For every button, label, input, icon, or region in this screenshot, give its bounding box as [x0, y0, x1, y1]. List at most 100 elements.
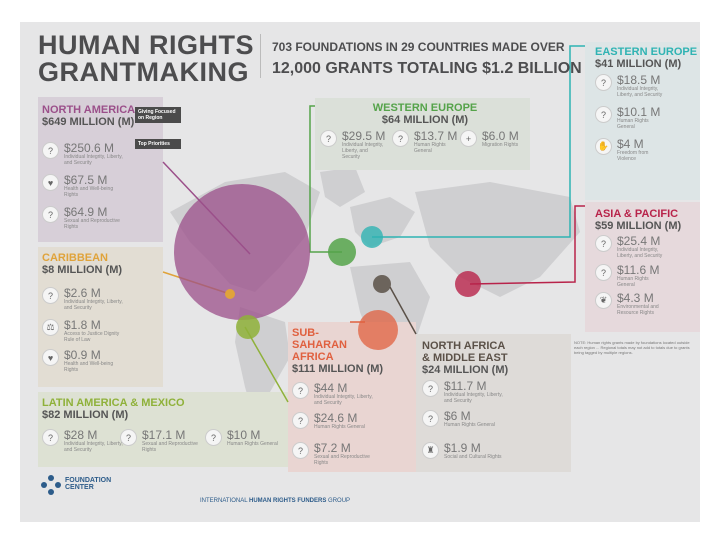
- we-item-1: ? $29.5 M Individual Integrity, Liberty, a…: [320, 130, 387, 160]
- item-amount: $25.4 M: [617, 234, 661, 248]
- item-amount: $13.7 M: [414, 129, 458, 143]
- line-latin-america: [244, 326, 289, 403]
- infographic-canvas: HUMAN RIGHTS GRANTMAKING 703 FOUNDATIONS…: [20, 22, 700, 522]
- ssa-item-2: ? $24.6 M Human Rights General: [292, 412, 374, 430]
- headline-line2: 12,000 GRANTS TOTALING $1.2 BILLION: [272, 60, 582, 77]
- item-label: Health and Well-being Rights: [64, 361, 114, 373]
- panel-caribbean: [38, 247, 163, 387]
- bubble-eastern-europe: [361, 226, 383, 248]
- line-eastern-europe: [372, 45, 585, 238]
- region-name-line1: NORTH AFRICA: [422, 340, 506, 352]
- question-icon: ?: [205, 429, 222, 446]
- region-name: WESTERN EUROPE: [372, 102, 478, 114]
- item-amount: $17.1 M: [142, 428, 186, 442]
- item-label: Individual Integrity, Liberty, and Secur…: [314, 394, 373, 406]
- item-label: Health and Well-being Rights: [64, 186, 114, 198]
- region-latin-america: LATIN AMERICA & MEXICO $82 MILLION (M): [42, 397, 185, 422]
- question-icon: ?: [595, 264, 612, 281]
- region-name-line3: AFRICA: [292, 351, 334, 363]
- region-amount: $24 MILLION (M): [422, 364, 509, 376]
- ssa-item-1: ? $44 M Individual Integrity, Liberty, and…: [292, 382, 374, 406]
- bubble-north-africa: [373, 275, 391, 293]
- panel-sub-saharan-africa: [288, 322, 416, 472]
- item-label: Human Rights General: [444, 422, 495, 428]
- bubble-sub-saharan-africa: [358, 310, 398, 350]
- question-icon: ?: [42, 142, 59, 159]
- title-divider: [260, 34, 261, 78]
- building-icon: ♜: [422, 442, 439, 459]
- question-icon: ?: [595, 235, 612, 252]
- item-amount: $10.1 M: [617, 105, 661, 119]
- item-label: Human Rights General: [314, 424, 365, 430]
- item-amount: $250.6 M: [64, 141, 115, 155]
- leaf-icon: ❦: [595, 292, 612, 309]
- region-name: NORTH AMERICA: [42, 104, 136, 116]
- item-amount: $11.7 M: [444, 379, 487, 393]
- item-amount: $6.0 M: [482, 129, 519, 143]
- item-label: Social and Cultural Rights: [444, 454, 502, 460]
- foundation-center-logo: FOUNDATION CENTER: [65, 477, 111, 491]
- item-amount: $28 M: [64, 428, 98, 442]
- question-icon: ?: [422, 410, 439, 427]
- region-sub-saharan-africa: SUB- SAHARAN AFRICA $111 MILLION (M): [292, 327, 383, 376]
- region-asia-pacific: ASIA & PACIFIC $59 MILLION (M): [595, 208, 681, 233]
- item-label: Migration Rights: [482, 142, 519, 148]
- item-amount: $1.9 M: [444, 441, 481, 455]
- question-icon: ?: [595, 74, 612, 91]
- region-name: LATIN AMERICA & MEXICO: [42, 397, 185, 409]
- ihrfg-logo: INTERNATIONAL HUMAN RIGHTS FUNDERS GROUP: [200, 498, 350, 504]
- region-amount: $111 MILLION (M): [292, 363, 384, 375]
- item-label: Individual Integrity, Liberty, and Secur…: [617, 247, 663, 259]
- name-item-1: ? $11.7 M Individual Integrity, Liberty, a…: [422, 380, 504, 404]
- region-western-europe: WESTERN EUROPE $64 MILLION (M): [325, 102, 525, 127]
- item-label: Human Rights General: [617, 276, 649, 288]
- na-item-2: ♥ $67.5 M Health and Well-being Rights: [42, 174, 124, 198]
- migration-icon: +: [460, 130, 477, 147]
- ee-item-1: ? $18.5 M Individual Integrity, Liberty, a…: [595, 74, 667, 98]
- car-item-2: ⚖ $1.8 M Access to Justice Dignity Rule of…: [42, 319, 124, 343]
- we-item-3: + $6.0 M Migration Rights: [460, 130, 522, 148]
- region-name-line1: SUB-: [292, 327, 319, 339]
- item-label: Individual Integrity, Liberty, and Secur…: [64, 441, 123, 453]
- legend-priorities: Top Priorities: [135, 139, 181, 149]
- region-name-line2: SAHARAN: [292, 339, 347, 351]
- ihrfg-pre: INTERNATIONAL: [200, 498, 248, 504]
- page-title: HUMAN RIGHTS GRANTMAKING: [38, 32, 254, 86]
- item-label: Individual Integrity, Liberty, and Secur…: [342, 142, 384, 160]
- region-amount: $82 MILLION (M): [42, 409, 129, 421]
- bubble-north-america: [174, 184, 310, 320]
- region-name-line2: & MIDDLE EAST: [422, 352, 508, 364]
- region-amount: $64 MILLION (M): [381, 114, 469, 126]
- name-item-3: ♜ $1.9 M Social and Cultural Rights: [422, 442, 504, 460]
- question-icon: ?: [392, 130, 409, 147]
- question-icon: ?: [292, 382, 309, 399]
- ihrfg-post: GROUP: [328, 498, 351, 504]
- item-label: Sexual and Reproductive Rights: [314, 454, 370, 466]
- scales-icon: ⚖: [42, 319, 59, 336]
- item-label: Sexual and Reproductive Rights: [64, 218, 120, 230]
- title-line2: GRANTMAKING: [38, 57, 249, 87]
- headline: 703 FOUNDATIONS IN 29 COUNTRIES MADE OVE…: [272, 36, 582, 80]
- ap-item-2: ? $11.6 M Human Rights General: [595, 264, 667, 288]
- line-north-africa: [389, 286, 417, 335]
- question-icon: ?: [320, 130, 337, 147]
- heart-icon: ♥: [42, 174, 59, 191]
- item-amount: $11.6 M: [617, 263, 660, 277]
- item-label: Individual Integrity, Liberty, and Secur…: [64, 299, 123, 311]
- title-line1: HUMAN RIGHTS: [38, 30, 254, 60]
- item-amount: $18.5 M: [617, 73, 661, 87]
- item-amount: $1.8 M: [64, 318, 101, 332]
- region-name: CARIBBEAN: [42, 252, 108, 264]
- headline-line1: 703 FOUNDATIONS IN 29 COUNTRIES MADE OVE…: [272, 40, 565, 54]
- heart-icon: ♥: [42, 349, 59, 366]
- item-label: Human Rights General: [227, 441, 278, 447]
- region-amount: $59 MILLION (M): [595, 220, 682, 232]
- ihrfg-bold: HUMAN RIGHTS FUNDERS: [249, 498, 327, 504]
- bubble-caribbean: [225, 289, 235, 299]
- region-caribbean: CARIBBEAN $8 MILLION (M): [42, 252, 122, 277]
- la-item-1: ? $28 M Individual Integrity, Liberty, and…: [42, 429, 124, 453]
- ap-item-3: ❦ $4.3 M Environmental and Resource Rights: [595, 292, 667, 316]
- footnote: NOTE: Human rights grants made by founda…: [574, 340, 690, 355]
- hand-icon: ✋: [595, 138, 612, 155]
- item-amount: $4 M: [617, 137, 644, 151]
